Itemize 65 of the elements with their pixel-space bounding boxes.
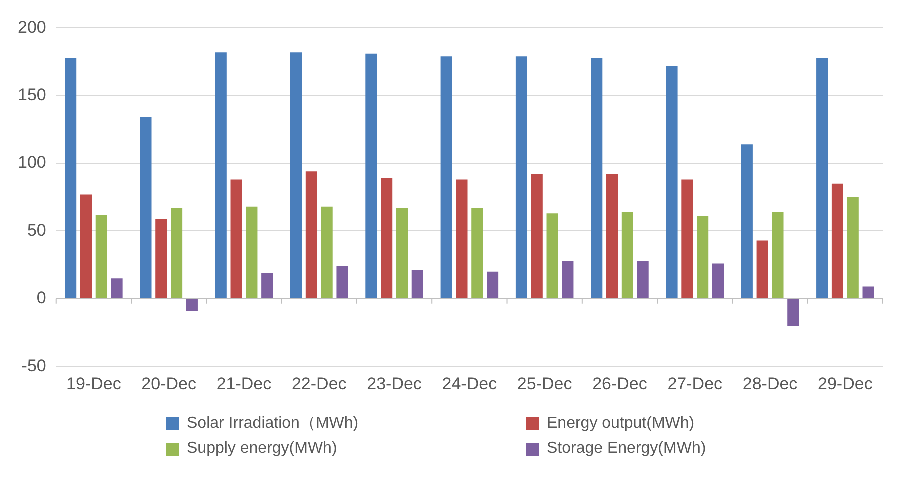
bar [666, 66, 678, 298]
bar [321, 206, 333, 298]
bar [606, 174, 618, 298]
y-tick-label: -50 [22, 356, 46, 376]
bar [381, 178, 393, 298]
x-tick-label: 29-Dec [818, 374, 874, 394]
y-tick-label: 200 [18, 18, 46, 37]
bar [215, 52, 227, 298]
bar [756, 240, 768, 298]
x-tick-label: 27-Dec [668, 374, 724, 394]
bar [487, 272, 499, 298]
bar [186, 299, 198, 312]
bar [96, 214, 108, 298]
bar [336, 266, 348, 298]
bar [171, 208, 183, 298]
bar [230, 180, 242, 298]
y-tick-label: 0 [36, 288, 46, 308]
bar [262, 273, 274, 298]
bar [832, 184, 844, 298]
x-tick-label: 21-Dec [216, 374, 272, 394]
bar [682, 180, 694, 298]
bar [697, 216, 709, 298]
y-tick-label: 100 [18, 153, 46, 172]
x-tick-label: 28-Dec [742, 374, 798, 394]
bar [65, 58, 77, 298]
bar [531, 174, 543, 298]
bar [80, 194, 92, 298]
bar [862, 286, 874, 298]
bar [788, 299, 800, 326]
y-tick-label: 50 [27, 220, 46, 240]
bar [456, 180, 468, 298]
bar [622, 212, 634, 298]
bar [591, 58, 603, 298]
bar [712, 264, 724, 298]
bar [140, 118, 152, 298]
bar [156, 219, 168, 298]
y-tick-label: 150 [18, 86, 46, 105]
legend-label: Supply energy(MWh) [187, 440, 338, 458]
x-tick-label: 24-Dec [442, 374, 498, 394]
bar [816, 58, 828, 298]
bar [440, 56, 452, 298]
bar [772, 212, 784, 298]
bar [472, 208, 484, 298]
x-tick-label: 20-Dec [142, 374, 197, 394]
bar [306, 172, 318, 298]
bar [847, 197, 859, 298]
bar [366, 54, 378, 298]
bar [290, 52, 302, 298]
bar [637, 261, 649, 298]
bar [111, 278, 123, 298]
bar [396, 208, 408, 298]
bar [546, 214, 558, 298]
x-tick-label: 25-Dec [517, 374, 573, 394]
legend-label: Energy output(MWh) [547, 414, 695, 432]
bar [741, 144, 753, 298]
bar [516, 56, 528, 298]
legend-label: Solar Irradiation（MWh) [187, 414, 359, 434]
x-tick-label: 26-Dec [592, 374, 648, 394]
x-tick-label: 19-Dec [66, 374, 122, 394]
bar [246, 206, 258, 298]
x-tick-label: 22-Dec [292, 374, 348, 394]
x-tick-label: 23-Dec [367, 374, 422, 394]
bar [412, 270, 424, 298]
legend-label: Storage Energy(MWh) [547, 440, 706, 458]
bar [562, 261, 574, 298]
